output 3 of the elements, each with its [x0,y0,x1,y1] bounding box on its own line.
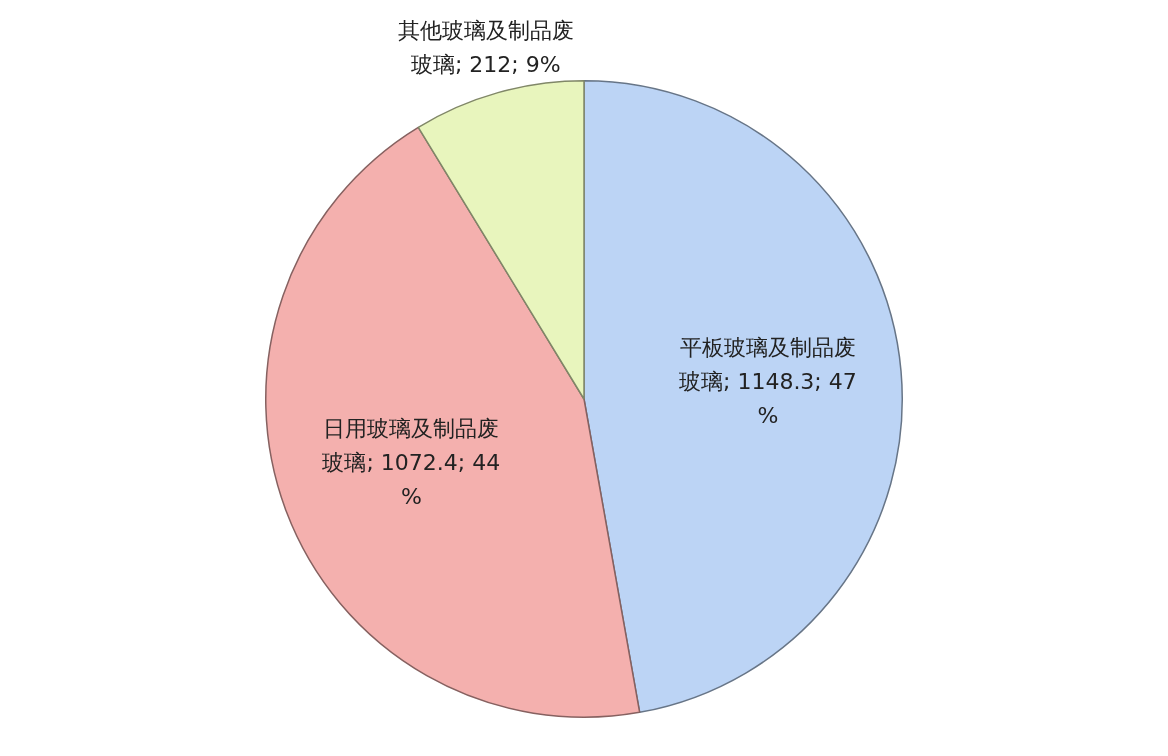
slice-label: 日用玻璃及制品废玻璃; 1072.4; 44% [322,416,501,510]
slice-label: 其他玻璃及制品废玻璃; 212; 9% [397,18,574,77]
slice-label: 平板玻璃及制品废玻璃; 1148.3; 47% [678,334,857,428]
